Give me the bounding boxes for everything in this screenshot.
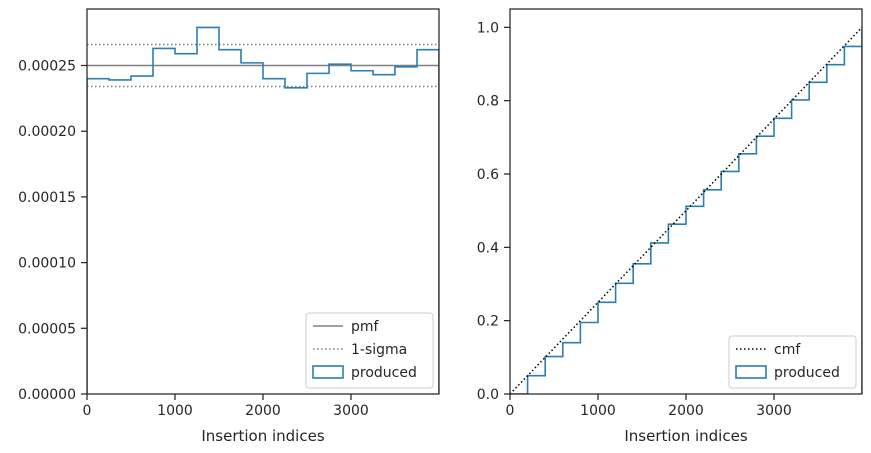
plot-area bbox=[87, 26, 439, 394]
y-tick-label: 0.00020 bbox=[18, 124, 76, 140]
produced-histogram bbox=[87, 26, 439, 394]
y-tick-label: 0.4 bbox=[477, 240, 499, 256]
legend-label-1-sigma: 1-sigma bbox=[351, 342, 407, 358]
y-tick-label: 0.00000 bbox=[18, 387, 76, 403]
legend-label-produced: produced bbox=[774, 365, 840, 381]
x-tick-label: 1000 bbox=[157, 403, 193, 419]
x-tick-label: 2000 bbox=[245, 403, 281, 419]
x-tick-label: 1000 bbox=[580, 403, 616, 419]
y-tick-label: 0.6 bbox=[477, 167, 499, 183]
legend: cmf produced bbox=[728, 335, 857, 389]
y-tick-label: 0.00015 bbox=[18, 190, 76, 206]
x-tick-label: 0 bbox=[506, 403, 515, 419]
legend-label-pmf: pmf bbox=[351, 319, 380, 335]
legend-swatch-produced bbox=[735, 365, 767, 379]
y-tick-label: 1.0 bbox=[477, 20, 499, 36]
legend-box bbox=[305, 312, 434, 389]
x-axis-label: Insertion indices bbox=[624, 427, 747, 445]
x-tick-label: 2000 bbox=[668, 403, 704, 419]
y-tick-label: 0.0 bbox=[477, 387, 499, 403]
cmf-line bbox=[510, 26, 862, 394]
legend-swatch-produced bbox=[312, 365, 344, 379]
y-tick-label: 0.00010 bbox=[18, 256, 76, 272]
x-tick-label: 0 bbox=[83, 403, 92, 419]
y-tick-label: 0.00025 bbox=[18, 59, 76, 75]
x-tick-label: 3000 bbox=[333, 403, 369, 419]
right-panel: 0 1000 2000 3000 0.0 0.2 0.4 0.6 0.8 1.0 Insertion… bbox=[477, 8, 863, 445]
x-tick-label: 3000 bbox=[756, 403, 792, 419]
plot-area bbox=[510, 26, 862, 394]
legend-label-cmf: cmf bbox=[774, 342, 801, 358]
y-tick-label: 0.8 bbox=[477, 94, 499, 110]
x-axis-label: Insertion indices bbox=[201, 427, 324, 445]
y-tick-label: 0.00005 bbox=[18, 321, 76, 337]
left-panel: 0 1000 2000 3000 0.00000 0.00005 0.00010 0.0001… bbox=[18, 8, 440, 445]
produced-cumulative-line bbox=[510, 27, 862, 394]
legend-label-produced: produced bbox=[351, 365, 417, 381]
y-tick-label: 0.2 bbox=[477, 314, 499, 330]
legend: pmf 1-sigma produced bbox=[305, 312, 434, 389]
